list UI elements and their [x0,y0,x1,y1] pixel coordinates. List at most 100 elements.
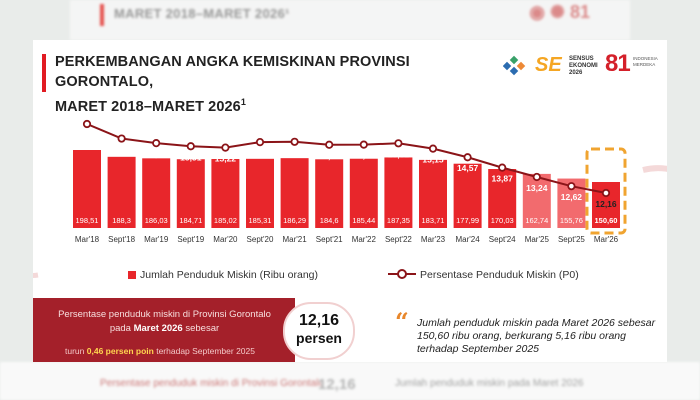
legend-line-label: Persentase Penduduk Miskin (P0) [420,269,579,281]
x-tick-label-11: Mar'24 [455,235,480,244]
anniversary-81-logo: 81 INDONESIA MERDEKA [605,50,663,80]
line-value-label-5: 15,59 [249,148,271,158]
line-value-label-12: 13,87 [492,174,514,184]
page-title: PERKEMBANGAN ANGKA KEMISKINAN PROVINSI G… [55,52,495,117]
line-value-label-7: 15,41 [319,151,341,161]
infographic-card: PERKEMBANGAN ANGKA KEMISKINAN PROVINSI G… [33,40,667,362]
title-line-1: PERKEMBANGAN ANGKA KEMISKINAN PROVINSI G… [55,54,410,90]
background-footer: Persentase penduduk miskin di Provinsi G… [0,362,700,400]
bar-value-label-4: 185,02 [214,216,237,225]
summary-text-a: Persentase penduduk miskin di Provinsi G… [58,309,271,320]
summary-change-value: 0,46 persen poin [86,346,154,356]
line-value-label-10: 15,15 [422,155,444,165]
legend-line: Persentase Penduduk Miskin (P0) [388,269,579,281]
bar-value-label-10: 183,71 [422,216,445,225]
background-logos: ◉ ✺ 81 [529,2,590,22]
bar-11 [453,163,482,228]
summary-change-b: terhadap September 2025 [156,346,255,356]
sensus-ekonomi-logo: SE SENSUS EKONOMI 2026 [535,54,601,78]
bar-6 [280,158,309,228]
x-tick-label-9: Sept'22 [385,235,412,244]
legend-bars-label: Jumlah Penduduk Miskin (Ribu orang) [140,269,319,281]
bar-10 [419,159,447,228]
anniversary-text: INDONESIA MERDEKA [633,56,658,67]
bar-value-label-6: 186,29 [283,216,306,225]
line-point-13 [532,172,541,182]
bar-value-label-11: 177,99 [456,216,479,225]
line-point-15 [601,188,611,198]
bar-13 [522,173,551,228]
line-point-1 [117,134,126,143]
bar-value-label-15: 150,60 [595,216,618,225]
bar-value-label-14: 155,76 [560,216,583,225]
background-header: MARET 2018–MARET 2026¹ ◉ ✺ 81 [70,0,630,40]
background-footer-right-text: Jumlah penduduk miskin pada Maret 2026 [395,378,584,389]
line-series [86,123,607,194]
x-tick-label-12: Sept'24 [489,235,516,244]
line-point-14 [567,182,576,191]
line-point-6 [290,137,299,146]
bar-3 [176,159,205,228]
x-tick-label-0: Mar'18 [75,235,100,244]
highlight-box [585,147,627,235]
x-tick-label-8: Mar'22 [352,235,377,244]
percentage-badge: 12,16 persen [283,302,355,360]
bar-value-label-7: 184,6 [320,216,339,225]
line-point-5 [255,138,265,147]
title-footnote-mark: 1 [240,97,246,107]
line-value-label-2: 15,52 [146,149,168,159]
x-tick-label-2: Mar'19 [144,235,169,244]
line-point-12 [498,163,507,172]
line-value-label-0: 16,81 [76,130,98,140]
legend-bar-swatch [128,271,136,279]
background-footer-left-text: Persentase penduduk miskin di Provinsi G… [100,378,325,389]
line-value-label-8: 15,42 [353,151,375,161]
bar-value-label-0: 198,51 [76,216,99,225]
x-tick-label-10: Mar'23 [421,235,446,244]
x-tick-label-5: Sept'20 [247,235,274,244]
x-tick-label-3: Sept'19 [177,235,204,244]
bar-value-label-5: 185,31 [249,216,272,225]
background-footer-value: 12,16 [318,376,356,393]
line-value-label-1: 15,83 [111,145,133,155]
bar-5 [246,158,274,228]
badge-value: 12,16 [298,312,340,329]
bar-0 [73,150,101,228]
background-accent-bar [100,4,104,26]
sensus-logo-text: SENSUS EKONOMI 2026 [569,56,598,76]
line-value-label-4: 15,22 [215,154,237,164]
bar-value-label-12: 170,03 [491,216,514,225]
line-value-label-9: 15,51 [388,149,410,159]
summary-text-b: pada [109,323,131,334]
title-line-2: MARET 2018–MARET 2026 [55,98,241,115]
summary-quote: Jumlah penduduk miskin pada Maret 2026 s… [417,317,656,355]
quote-icon: “ [395,307,409,336]
summary-panel: Persentase penduduk miskin di Provinsi G… [33,298,295,362]
sensus-logo-mark: SE [535,54,562,76]
summary-text: Persentase penduduk miskin di Provinsi G… [42,308,287,336]
x-tick-label-14: Sept'25 [558,235,585,244]
x-tick-label-15: Mar'26 [594,235,619,244]
line-point-4 [221,143,230,152]
summary-change: turun 0,46 persen poin terhadap Septembe… [65,346,255,356]
bar-8 [349,158,378,228]
line-value-label-14: 12,62 [561,192,583,202]
anniversary-mark: 81 [605,50,631,77]
line-point-2 [152,139,161,148]
summary-period: Maret 2026 [133,323,183,334]
background-title: MARET 2018–MARET 2026¹ [114,6,290,21]
bar-12 [488,169,517,228]
bar-9 [384,157,413,228]
x-tick-label-4: Mar'20 [213,235,238,244]
line-value-label-3: 15,31 [180,152,202,162]
x-tick-label-7: Sept'21 [316,235,343,244]
summary-change-a: turun [65,346,85,356]
line-value-label-13: 13,24 [526,183,548,193]
bar-1 [107,156,136,228]
line-point-11 [463,153,472,162]
bar-value-label-8: 185,44 [352,216,375,225]
bar-7 [315,159,344,228]
bar-2 [142,158,171,228]
badge-unit: persen [296,330,342,346]
legend-bars: Jumlah Penduduk Miskin (Ribu orang) [128,269,318,281]
